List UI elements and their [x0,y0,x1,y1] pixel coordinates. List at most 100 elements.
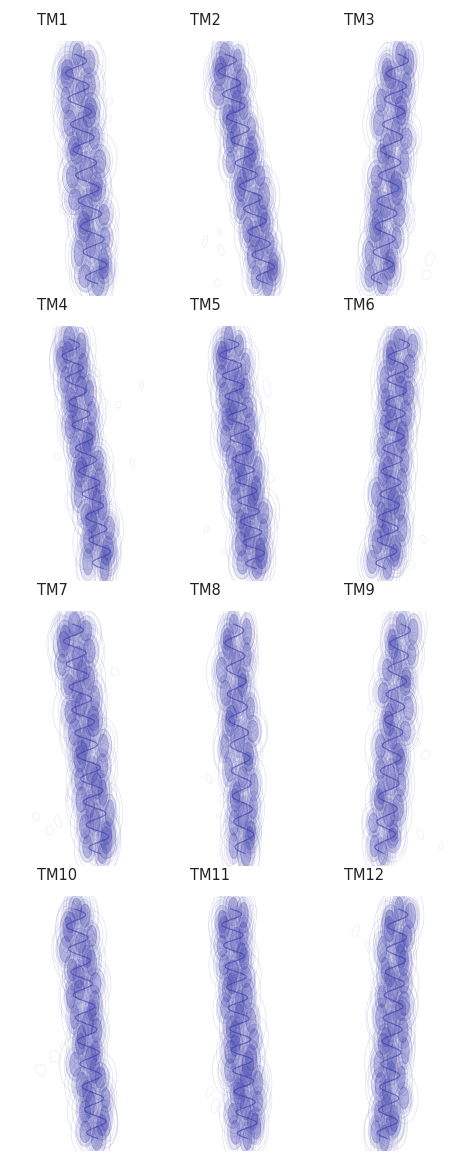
Ellipse shape [393,449,406,480]
Ellipse shape [220,624,234,656]
Ellipse shape [64,980,78,1014]
Ellipse shape [89,1037,103,1064]
Ellipse shape [83,105,101,137]
Ellipse shape [72,625,89,661]
Ellipse shape [380,233,390,259]
Ellipse shape [377,986,386,1008]
Ellipse shape [95,1067,106,1089]
Ellipse shape [79,737,93,766]
Ellipse shape [380,524,389,546]
Ellipse shape [91,272,104,296]
Ellipse shape [87,1053,103,1089]
Ellipse shape [397,632,411,658]
Text: TM11: TM11 [191,868,230,883]
Ellipse shape [395,406,412,437]
Ellipse shape [250,1113,261,1138]
Ellipse shape [71,476,85,513]
Ellipse shape [392,695,405,727]
Ellipse shape [367,831,382,862]
Ellipse shape [73,206,94,239]
Ellipse shape [243,821,257,855]
Ellipse shape [236,833,253,864]
Ellipse shape [371,243,386,275]
Ellipse shape [102,794,117,832]
Ellipse shape [77,675,91,701]
Ellipse shape [378,463,387,486]
Ellipse shape [230,952,245,981]
Ellipse shape [218,404,237,436]
Ellipse shape [217,420,235,457]
Ellipse shape [244,1055,258,1082]
Ellipse shape [86,967,105,998]
Ellipse shape [382,508,392,535]
Ellipse shape [78,211,90,234]
Ellipse shape [73,965,84,988]
Ellipse shape [393,157,411,189]
Ellipse shape [79,98,100,133]
Ellipse shape [97,821,116,858]
Ellipse shape [244,1106,261,1134]
Ellipse shape [235,796,252,834]
Ellipse shape [222,105,241,138]
Ellipse shape [225,892,242,926]
Ellipse shape [386,249,395,273]
Ellipse shape [225,50,241,76]
Ellipse shape [91,686,100,710]
Ellipse shape [89,802,104,833]
Ellipse shape [244,224,256,251]
Ellipse shape [239,650,256,683]
Ellipse shape [53,341,71,378]
Ellipse shape [393,650,402,675]
Ellipse shape [231,1000,247,1030]
Ellipse shape [387,816,401,846]
Ellipse shape [237,835,255,871]
Ellipse shape [63,907,78,937]
Ellipse shape [372,1096,386,1127]
Ellipse shape [68,983,84,1018]
Ellipse shape [239,429,255,459]
Ellipse shape [404,613,422,650]
Ellipse shape [235,177,245,201]
Ellipse shape [73,338,88,374]
Ellipse shape [221,90,233,121]
Ellipse shape [97,223,113,253]
Ellipse shape [58,654,66,676]
Ellipse shape [395,944,412,981]
Ellipse shape [230,720,248,758]
Ellipse shape [215,894,230,930]
Ellipse shape [387,76,407,109]
Ellipse shape [232,781,241,803]
Ellipse shape [59,104,80,141]
Ellipse shape [83,454,101,480]
Ellipse shape [382,905,399,941]
Ellipse shape [238,392,257,422]
Ellipse shape [90,182,102,201]
Ellipse shape [83,530,94,553]
Ellipse shape [94,200,113,230]
Ellipse shape [403,381,414,405]
Ellipse shape [245,817,258,845]
Ellipse shape [102,537,114,560]
Ellipse shape [404,640,419,669]
Ellipse shape [87,266,109,301]
Ellipse shape [224,326,233,352]
Ellipse shape [375,167,393,198]
Ellipse shape [239,477,253,510]
Ellipse shape [80,361,92,393]
Ellipse shape [231,1062,249,1088]
Ellipse shape [226,445,237,469]
Ellipse shape [88,1121,106,1150]
Ellipse shape [228,744,240,769]
Ellipse shape [223,768,237,797]
Ellipse shape [374,776,389,809]
Ellipse shape [254,526,271,555]
Ellipse shape [230,1077,248,1113]
Ellipse shape [264,233,274,255]
Ellipse shape [79,939,94,972]
Ellipse shape [74,241,84,266]
Ellipse shape [399,67,415,103]
Ellipse shape [229,776,243,808]
Ellipse shape [396,395,415,432]
Text: TM8: TM8 [191,583,221,598]
Ellipse shape [388,684,402,717]
